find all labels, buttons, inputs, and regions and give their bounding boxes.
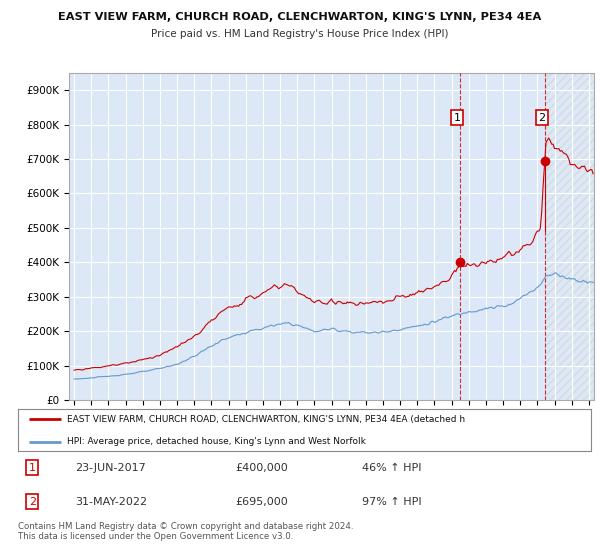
Text: 1: 1	[454, 113, 461, 123]
Text: 2: 2	[538, 113, 545, 123]
Text: 23-JUN-2017: 23-JUN-2017	[76, 463, 146, 473]
Text: 97% ↑ HPI: 97% ↑ HPI	[362, 497, 421, 507]
Bar	[460, 73, 545, 400]
Text: Price paid vs. HM Land Registry's House Price Index (HPI): Price paid vs. HM Land Registry's House …	[151, 29, 449, 39]
Text: £695,000: £695,000	[236, 497, 289, 507]
Text: 1: 1	[29, 463, 36, 473]
Text: HPI: Average price, detached house, King's Lynn and West Norfolk: HPI: Average price, detached house, King…	[67, 437, 365, 446]
Text: 31-MAY-2022: 31-MAY-2022	[76, 497, 148, 507]
Text: EAST VIEW FARM, CHURCH ROAD, CLENCHWARTON, KING'S LYNN, PE34 4EA (detached h: EAST VIEW FARM, CHURCH ROAD, CLENCHWARTO…	[67, 415, 465, 424]
Text: Contains HM Land Registry data © Crown copyright and database right 2024.
This d: Contains HM Land Registry data © Crown c…	[18, 522, 353, 542]
Text: 46% ↑ HPI: 46% ↑ HPI	[362, 463, 421, 473]
Text: £400,000: £400,000	[236, 463, 289, 473]
Bar	[545, 73, 594, 400]
Text: 2: 2	[29, 497, 36, 507]
Text: EAST VIEW FARM, CHURCH ROAD, CLENCHWARTON, KING'S LYNN, PE34 4EA: EAST VIEW FARM, CHURCH ROAD, CLENCHWARTO…	[58, 12, 542, 22]
